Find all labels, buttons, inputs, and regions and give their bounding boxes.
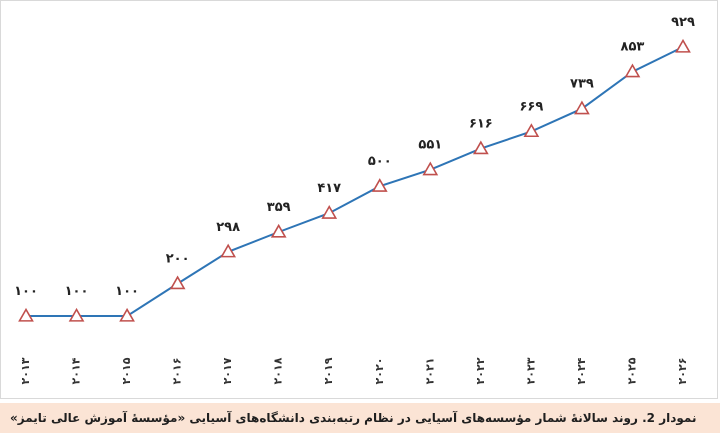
data-label: ۷۳۹ <box>570 77 594 92</box>
x-tick-label: ۲۰۲۰ <box>373 358 386 385</box>
x-tick-label: ۲۰۱۵ <box>120 357 133 384</box>
data-label: ۶۱۶ <box>469 117 493 132</box>
data-label: ۹۲۹ <box>671 15 695 30</box>
data-point-marker <box>574 100 590 115</box>
x-tick-label: ۲۰۱۶ <box>171 358 184 385</box>
data-label: ۲۰۰ <box>166 252 190 267</box>
data-label: ۵۰۰ <box>368 154 392 169</box>
x-tick-label: ۲۰۱۴ <box>70 357 83 384</box>
data-point-marker <box>675 38 691 53</box>
data-label: ۱۰۰ <box>115 284 139 299</box>
data-point-marker <box>472 140 489 155</box>
data-point-marker <box>624 63 641 78</box>
data-point-marker <box>371 178 388 192</box>
x-tick-label: ۲۰۱۸ <box>272 357 285 384</box>
data-point-marker <box>523 123 540 138</box>
data-point-marker <box>68 307 85 322</box>
x-tick-label: ۲۰۲۴ <box>575 357 588 384</box>
data-label: ۱۰۰ <box>14 284 38 299</box>
data-point-marker <box>169 275 186 290</box>
x-tick-label: ۲۰۱۷ <box>221 357 234 384</box>
data-point-marker <box>321 205 338 219</box>
data-point-marker <box>422 161 439 176</box>
data-point-marker <box>220 243 237 258</box>
data-label: ۳۵۹ <box>267 200 291 215</box>
data-label: ۶۶۹ <box>519 99 543 114</box>
x-tick-label: ۲۰۱۹ <box>322 357 335 384</box>
x-tick-label: ۲۰۱۳ <box>19 357 32 384</box>
x-tick-label: ۲۰۲۶ <box>676 358 689 385</box>
data-label: ۲۹۸ <box>216 220 240 235</box>
data-label: ۴۱۷ <box>317 181 341 196</box>
series-line <box>26 46 684 317</box>
data-point-marker <box>18 307 34 322</box>
data-label: ۵۵۱ <box>418 138 442 153</box>
x-tick-label: ۲۰۲۱ <box>423 358 436 385</box>
chart-frame: ۱۰۰ ۱۰۰ ۱۰۰ ۲۰۰ ۲۹۸ ۳۵۹ ۴۱۷ ۵۰۰ ۵۵۱ ۶۱۶ ۶۶۹ ۷۳۹ ۸۵۳ ۹… <box>0 0 718 399</box>
x-tick-label: ۲۰۲۵ <box>625 357 638 384</box>
x-tick-label: ۲۰۲۳ <box>524 357 537 384</box>
figure-caption: نمودار 2. روند سالانهٔ شمار مؤسسه‌های آس… <box>10 411 697 425</box>
data-point-marker <box>119 307 135 322</box>
data-point-marker <box>270 223 287 238</box>
caption-bar: نمودار 2. روند سالانهٔ شمار مؤسسه‌های آس… <box>0 403 720 433</box>
data-label: ۱۰۰ <box>65 284 89 299</box>
line-chart: ۱۰۰ ۱۰۰ ۱۰۰ ۲۰۰ ۲۹۸ ۳۵۹ ۴۱۷ ۵۰۰ ۵۵۱ ۶۱۶ ۶۶۹ ۷۳۹ ۸۵۳ ۹… <box>14 15 695 385</box>
x-tick-label: ۲۰۲۲ <box>474 357 487 384</box>
data-label: ۸۵۳ <box>621 40 645 55</box>
